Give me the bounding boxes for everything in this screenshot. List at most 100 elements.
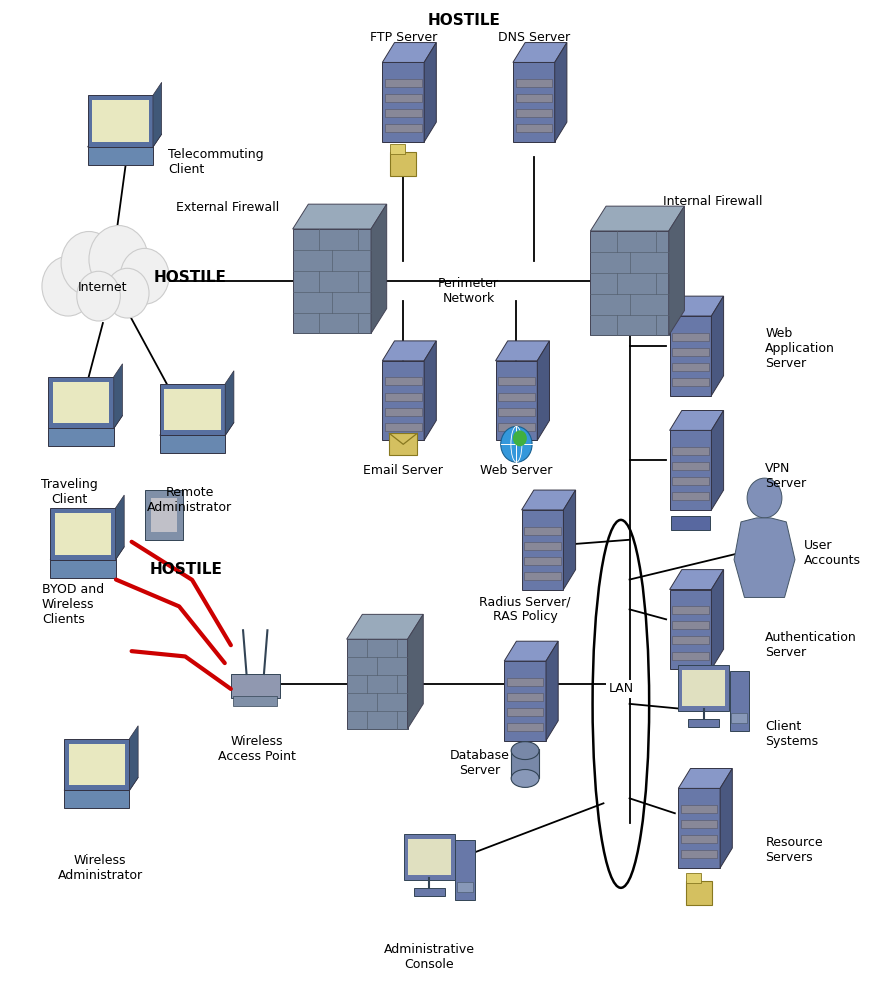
FancyBboxPatch shape [385, 79, 421, 87]
Text: External Firewall: External Firewall [177, 201, 280, 214]
FancyBboxPatch shape [522, 510, 563, 589]
FancyBboxPatch shape [516, 79, 552, 87]
FancyBboxPatch shape [151, 498, 177, 532]
Text: Web
Application
Server: Web Application Server [766, 327, 835, 370]
FancyBboxPatch shape [516, 109, 552, 117]
FancyBboxPatch shape [498, 393, 535, 401]
FancyBboxPatch shape [385, 124, 421, 132]
FancyBboxPatch shape [591, 231, 668, 335]
Text: Radius Server/
RAS Policy: Radius Server/ RAS Policy [479, 595, 570, 623]
Text: User
Accounts: User Accounts [804, 539, 861, 567]
Text: HOSTILE: HOSTILE [149, 562, 222, 577]
FancyBboxPatch shape [525, 557, 561, 565]
FancyBboxPatch shape [686, 873, 700, 883]
Text: VPN
Server: VPN Server [766, 462, 806, 490]
FancyBboxPatch shape [507, 678, 543, 686]
FancyBboxPatch shape [385, 408, 421, 416]
FancyBboxPatch shape [672, 363, 709, 371]
FancyBboxPatch shape [160, 384, 225, 435]
Circle shape [747, 478, 782, 518]
FancyBboxPatch shape [688, 719, 720, 727]
Circle shape [120, 248, 169, 304]
FancyBboxPatch shape [672, 652, 709, 660]
FancyBboxPatch shape [69, 744, 125, 785]
FancyBboxPatch shape [46, 271, 160, 303]
Polygon shape [591, 206, 684, 231]
Polygon shape [87, 134, 162, 147]
Ellipse shape [511, 742, 539, 760]
FancyBboxPatch shape [456, 840, 475, 900]
FancyBboxPatch shape [92, 100, 148, 142]
Text: DNS Server: DNS Server [498, 31, 570, 44]
Polygon shape [537, 341, 549, 440]
FancyBboxPatch shape [50, 508, 116, 560]
FancyBboxPatch shape [50, 560, 116, 578]
Polygon shape [424, 341, 436, 440]
Text: Wireless
Administrator: Wireless Administrator [57, 854, 143, 882]
Polygon shape [114, 364, 123, 428]
FancyBboxPatch shape [516, 124, 552, 132]
Polygon shape [50, 547, 125, 560]
FancyBboxPatch shape [385, 377, 421, 385]
FancyBboxPatch shape [672, 621, 709, 629]
Polygon shape [408, 614, 423, 729]
Text: Telecommuting
Client: Telecommuting Client [168, 148, 264, 176]
Polygon shape [130, 726, 138, 790]
FancyBboxPatch shape [511, 749, 539, 778]
Polygon shape [668, 206, 684, 335]
FancyBboxPatch shape [382, 62, 424, 142]
FancyBboxPatch shape [408, 839, 451, 875]
FancyBboxPatch shape [516, 94, 552, 102]
Text: BYOD and
Wireless
Clients: BYOD and Wireless Clients [42, 583, 104, 626]
Polygon shape [371, 204, 387, 333]
Text: Authentication
Server: Authentication Server [766, 631, 857, 659]
FancyBboxPatch shape [672, 606, 709, 614]
Polygon shape [116, 495, 125, 560]
Polygon shape [225, 371, 234, 435]
FancyBboxPatch shape [669, 430, 712, 510]
FancyBboxPatch shape [160, 435, 225, 453]
Polygon shape [504, 641, 558, 661]
Text: Remote
Administrator: Remote Administrator [147, 486, 232, 514]
FancyBboxPatch shape [49, 428, 114, 446]
FancyBboxPatch shape [525, 572, 561, 580]
FancyBboxPatch shape [672, 477, 709, 485]
FancyBboxPatch shape [413, 888, 445, 896]
Circle shape [77, 271, 120, 321]
FancyBboxPatch shape [669, 316, 712, 396]
Circle shape [61, 232, 117, 295]
Polygon shape [522, 490, 576, 510]
Text: Resource
Servers: Resource Servers [766, 836, 823, 864]
Polygon shape [734, 518, 795, 597]
FancyBboxPatch shape [507, 723, 543, 731]
FancyBboxPatch shape [495, 361, 537, 440]
Polygon shape [49, 415, 123, 428]
Text: Internal Firewall: Internal Firewall [662, 195, 762, 208]
FancyBboxPatch shape [498, 408, 535, 416]
Polygon shape [546, 641, 558, 741]
Circle shape [105, 268, 149, 318]
FancyBboxPatch shape [55, 513, 111, 555]
Polygon shape [563, 490, 576, 589]
FancyBboxPatch shape [731, 713, 747, 723]
FancyBboxPatch shape [672, 333, 709, 341]
FancyBboxPatch shape [672, 492, 709, 500]
FancyBboxPatch shape [382, 361, 424, 440]
FancyBboxPatch shape [385, 109, 421, 117]
Polygon shape [712, 410, 723, 510]
FancyBboxPatch shape [669, 589, 712, 669]
Polygon shape [292, 204, 387, 229]
Text: Traveling
Client: Traveling Client [42, 478, 98, 506]
Polygon shape [678, 768, 732, 788]
FancyBboxPatch shape [498, 423, 535, 431]
FancyBboxPatch shape [507, 693, 543, 701]
FancyBboxPatch shape [53, 382, 109, 423]
FancyBboxPatch shape [64, 790, 130, 808]
FancyBboxPatch shape [678, 788, 721, 868]
Polygon shape [382, 43, 436, 62]
FancyBboxPatch shape [671, 516, 710, 530]
Polygon shape [513, 43, 567, 62]
Text: Internet: Internet [78, 281, 128, 294]
Circle shape [501, 426, 532, 462]
Text: Client
Systems: Client Systems [766, 720, 819, 748]
